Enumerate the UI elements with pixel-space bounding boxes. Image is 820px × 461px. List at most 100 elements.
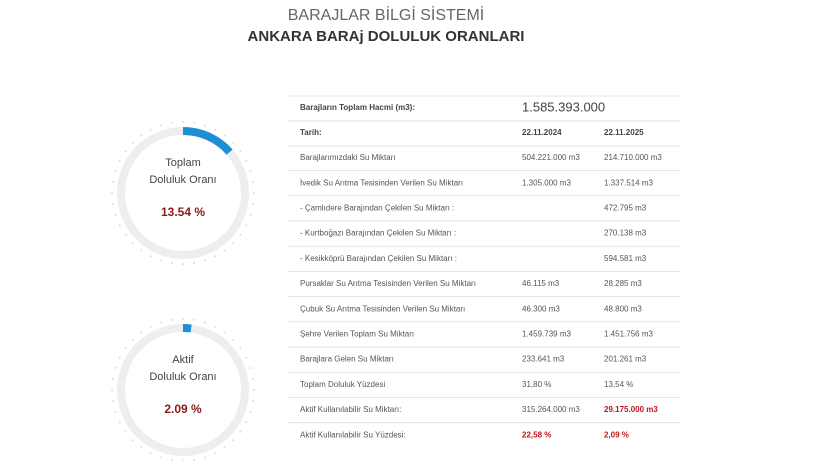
cell-value: 233.641 m3	[522, 355, 565, 364]
gauge-tick	[203, 259, 206, 262]
row-label: Barajlarımızdaki Su Miktarı	[300, 153, 396, 162]
gauge-tick	[252, 400, 255, 403]
gauge-tick	[232, 338, 235, 341]
gauge-label: Aktif	[172, 354, 194, 366]
row-label: Çubuk Su Arıtma Tesisinden Verilen Su Mi…	[300, 304, 465, 313]
gauge-tick	[232, 242, 235, 245]
gauge-tick	[170, 318, 173, 321]
date-header: 22.11.2025	[604, 128, 644, 137]
gauge-tick	[114, 367, 117, 370]
gauge-tick	[160, 259, 163, 262]
gauge-tick	[232, 141, 235, 144]
gauge-tick	[223, 249, 226, 252]
gauge-tick	[114, 213, 117, 216]
gauge-tick	[223, 446, 226, 449]
cell-value: 46.300 m3	[522, 304, 560, 313]
gauge-tick	[249, 410, 252, 413]
total-value: 1.585.393.000	[522, 99, 605, 114]
cell-value: 472.795 m3	[604, 204, 647, 213]
gauge-tick	[149, 452, 152, 455]
gauge-tick	[223, 331, 226, 334]
gauge-tick	[170, 262, 173, 265]
gauge-tick	[193, 262, 196, 265]
cell-value: 48.800 m3	[604, 304, 642, 313]
gauge-tick	[140, 249, 143, 252]
row-label: Toplam Doluluk Yüzdesi	[300, 380, 385, 389]
gauge-tick	[111, 192, 113, 194]
gauge-tick	[253, 389, 255, 391]
gauge-tick	[124, 347, 127, 350]
cell-value: 29.175.000 m3	[604, 405, 658, 414]
gauge-tick	[252, 203, 255, 206]
cell-value: 594.581 m3	[604, 254, 647, 263]
gauge-tick	[182, 318, 184, 320]
gauge-label: Doluluk Oranı	[149, 174, 216, 186]
cell-value: 504.221.000 m3	[522, 153, 580, 162]
gauge-tick	[131, 338, 134, 341]
gauge-tick	[140, 134, 143, 137]
gauge-tick	[214, 255, 217, 258]
gauge-tick	[239, 347, 242, 350]
gauge-tick	[131, 439, 134, 442]
gauge-tick	[252, 180, 255, 183]
date-header: 22.11.2024	[522, 128, 562, 137]
gauge-tick	[203, 321, 206, 324]
gauge-tick	[111, 203, 114, 206]
gauge-tick	[193, 318, 196, 321]
gauge-tick	[239, 150, 242, 153]
cell-value: 1.451.756 m3	[604, 330, 653, 339]
gauge-tick	[245, 224, 248, 227]
cell-value: 13,54 %	[604, 380, 633, 389]
gauge-tick	[114, 170, 117, 173]
gauge-tick	[203, 456, 206, 459]
cell-value: 1.459.739 m3	[522, 330, 571, 339]
gauge-tick	[118, 421, 121, 424]
gauge-label: Toplam	[165, 157, 200, 169]
gauge-tick	[239, 430, 242, 433]
gauge-tick	[214, 128, 217, 131]
date-label: Tarih:	[300, 128, 322, 137]
gauge-tick	[252, 377, 255, 380]
row-label: - Çamlıdere Barajından Çekilen Su Miktar…	[300, 204, 454, 213]
gauge-tick	[160, 124, 163, 127]
gauge-tick	[253, 192, 255, 194]
gauge-tick	[140, 446, 143, 449]
cell-value: 214.710.000 m3	[604, 153, 662, 162]
cell-value: 31,80 %	[522, 380, 551, 389]
total-label: Barajların Toplam Hacmi (m3):	[300, 103, 415, 112]
row-label: Aktif Kullanılabilir Su Yüzdesi:	[300, 430, 406, 439]
gauge-tick	[140, 331, 143, 334]
gauge-track	[117, 324, 249, 456]
gauge-tick	[124, 430, 127, 433]
gauge-tick	[118, 224, 121, 227]
cell-value: 22,58 %	[522, 430, 551, 439]
gauge-tick	[149, 255, 152, 258]
gauge-tick	[182, 263, 184, 265]
gauge-tick	[131, 242, 134, 245]
cell-value: 2,09 %	[604, 430, 629, 439]
cell-value: 46.115 m3	[522, 279, 560, 288]
page-subtitle: ANKARA BARAj DOLULUK ORANLARI	[248, 28, 525, 45]
gauge-tick	[249, 213, 252, 216]
gauge-arc	[182, 127, 233, 155]
gauge-tick	[245, 159, 248, 162]
gauge-tick	[149, 128, 152, 131]
row-label: Barajlara Gelen Su Miktarı	[300, 355, 394, 364]
gauge-tick	[232, 439, 235, 442]
gauge-value: 13.54 %	[161, 205, 205, 219]
gauge-tick	[245, 356, 248, 359]
gauge-value: 2.09 %	[164, 402, 202, 416]
gauge-tick	[249, 367, 252, 370]
gauge-tick	[118, 159, 121, 162]
gauge-tick	[182, 121, 184, 123]
gauge-tick	[118, 356, 121, 359]
gauge-tick	[124, 233, 127, 236]
gauge-tick	[239, 233, 242, 236]
cell-value: 315.264.000 m3	[522, 405, 580, 414]
cell-value: 270.138 m3	[604, 229, 647, 238]
row-label: Aktif Kullanılabilir Su Miktarı:	[300, 405, 401, 414]
cell-value: 28.285 m3	[604, 279, 642, 288]
gauge-tick	[249, 170, 252, 173]
gauge-tick	[245, 421, 248, 424]
